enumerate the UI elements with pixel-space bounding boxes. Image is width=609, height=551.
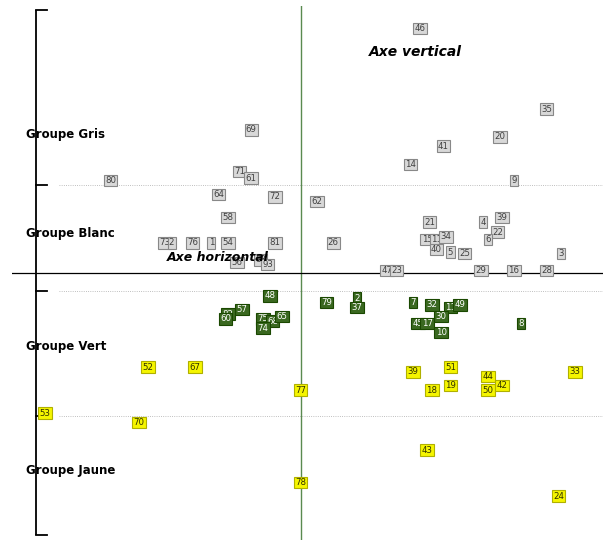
Text: 8: 8 xyxy=(518,319,524,328)
Text: 62: 62 xyxy=(311,197,322,206)
Text: 18: 18 xyxy=(426,386,437,395)
Text: 20: 20 xyxy=(495,132,505,141)
Text: 28: 28 xyxy=(541,266,552,275)
Text: 15: 15 xyxy=(421,235,432,244)
Text: 3: 3 xyxy=(558,249,563,258)
Text: 56: 56 xyxy=(231,258,243,267)
Text: 70: 70 xyxy=(133,418,144,427)
Text: 5: 5 xyxy=(448,247,453,257)
Text: 71: 71 xyxy=(234,167,245,176)
Text: 42: 42 xyxy=(496,381,508,390)
Text: 37: 37 xyxy=(351,303,362,312)
Text: 9: 9 xyxy=(511,176,516,185)
Text: 11: 11 xyxy=(431,235,442,244)
Text: 76: 76 xyxy=(187,238,198,247)
Text: 24: 24 xyxy=(553,491,564,501)
Text: 44: 44 xyxy=(482,372,493,381)
Text: 39: 39 xyxy=(407,368,418,376)
Text: 6: 6 xyxy=(485,235,491,244)
Text: 7: 7 xyxy=(410,298,416,307)
Text: 64: 64 xyxy=(213,190,224,199)
Text: 33: 33 xyxy=(569,368,580,376)
Text: 43: 43 xyxy=(421,446,432,455)
Text: 68: 68 xyxy=(267,317,278,326)
Text: 65: 65 xyxy=(276,312,287,321)
Text: 45: 45 xyxy=(412,319,423,328)
Text: 74: 74 xyxy=(258,323,269,333)
Text: Axe vertical: Axe vertical xyxy=(369,45,462,58)
Text: 58: 58 xyxy=(222,213,233,222)
Text: Groupe Blanc: Groupe Blanc xyxy=(26,227,115,240)
Text: 34: 34 xyxy=(440,233,451,241)
Text: 51: 51 xyxy=(445,363,456,372)
Text: 78: 78 xyxy=(295,478,306,487)
Text: 49: 49 xyxy=(454,300,465,310)
Text: 25: 25 xyxy=(459,249,470,258)
Text: 72: 72 xyxy=(269,192,280,201)
Text: 54: 54 xyxy=(222,238,233,247)
Text: 14: 14 xyxy=(405,160,416,169)
Text: 19: 19 xyxy=(445,381,456,390)
Text: 73: 73 xyxy=(159,238,170,247)
Text: 29: 29 xyxy=(476,266,487,275)
Text: 21: 21 xyxy=(424,218,435,226)
Text: 67: 67 xyxy=(189,363,200,372)
Text: 22: 22 xyxy=(492,228,503,237)
Text: 83: 83 xyxy=(255,255,266,264)
Text: Groupe Gris: Groupe Gris xyxy=(26,128,105,141)
Text: 41: 41 xyxy=(438,142,449,150)
Text: 52: 52 xyxy=(143,363,153,372)
Text: 47: 47 xyxy=(382,266,393,275)
Text: Groupe Jaune: Groupe Jaune xyxy=(26,464,116,477)
Text: 26: 26 xyxy=(328,238,339,247)
Text: 79: 79 xyxy=(321,298,332,307)
Text: 11: 11 xyxy=(445,303,456,312)
Text: Groupe Vert: Groupe Vert xyxy=(26,340,107,353)
Text: 46: 46 xyxy=(415,24,426,33)
Text: 39: 39 xyxy=(497,213,507,222)
Text: 30: 30 xyxy=(435,312,446,321)
Text: 57: 57 xyxy=(236,305,247,314)
Text: 4: 4 xyxy=(481,218,486,226)
Text: Axe horizontal: Axe horizontal xyxy=(167,251,269,264)
Text: 80: 80 xyxy=(105,176,116,185)
Text: 93: 93 xyxy=(262,260,273,269)
Text: 1: 1 xyxy=(209,238,214,247)
Text: 10: 10 xyxy=(435,328,446,337)
Text: 61: 61 xyxy=(246,174,257,183)
Text: 77: 77 xyxy=(295,386,306,395)
Text: 35: 35 xyxy=(541,105,552,114)
Text: 69: 69 xyxy=(246,126,257,134)
Text: 40: 40 xyxy=(431,245,442,254)
Text: 81: 81 xyxy=(269,238,280,247)
Text: 23: 23 xyxy=(391,266,402,275)
Text: 60: 60 xyxy=(220,314,231,323)
Text: 82: 82 xyxy=(222,310,233,318)
Text: 48: 48 xyxy=(264,291,275,300)
Text: 17: 17 xyxy=(421,319,432,328)
Text: 2: 2 xyxy=(354,294,359,302)
Text: 50: 50 xyxy=(482,386,493,395)
Text: 2: 2 xyxy=(169,238,174,247)
Text: 75: 75 xyxy=(258,314,269,323)
Text: 53: 53 xyxy=(40,409,51,418)
Text: 16: 16 xyxy=(509,266,519,275)
Text: 32: 32 xyxy=(426,300,437,310)
